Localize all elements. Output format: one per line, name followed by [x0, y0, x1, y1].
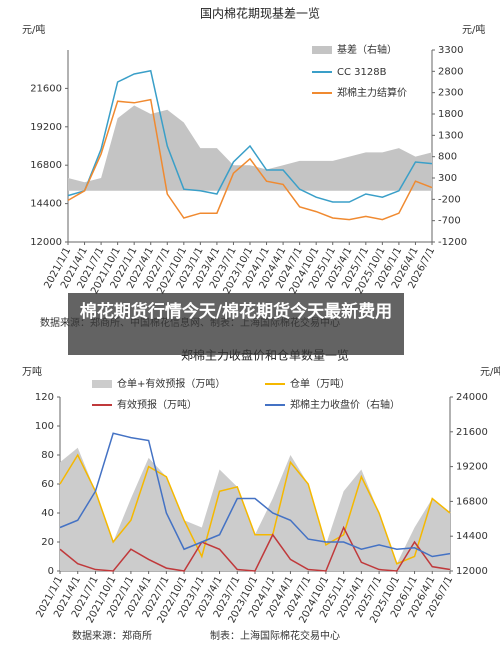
y2-tick-label: 19200: [456, 462, 488, 473]
y2-axis-label: 元/吨: [462, 23, 485, 36]
y2-tick-label: 1300: [438, 130, 463, 141]
legend-label: 有效预报（万吨）: [117, 398, 197, 411]
y2-tick-label: 24000: [456, 392, 488, 403]
y2-axis-label: 元/吨: [480, 365, 500, 378]
y-axis-label: 万吨: [22, 365, 42, 378]
y-tick-label: 21600: [30, 83, 62, 94]
legend-label: 郑棉主力收盘价（右轴）: [290, 398, 400, 411]
y2-tick-label: -200: [438, 194, 461, 205]
y2-tick-label: -700: [438, 216, 461, 227]
line: [59, 453, 451, 565]
y2-tick-label: 800: [438, 152, 457, 163]
legend-label: 基差（右轴）: [337, 43, 397, 56]
source-note: 数据来源：郑商所: [72, 629, 152, 642]
y2-tick-label: 2300: [438, 88, 463, 99]
legend-label: CC 3128B: [337, 67, 387, 78]
y2-tick-label: 1800: [438, 109, 463, 120]
area: [68, 105, 432, 191]
y-tick-label: 19200: [30, 122, 62, 133]
legend-swatch: [312, 46, 332, 54]
y-tick-label: 100: [35, 421, 54, 432]
source-note: 制表：上海国际棉花交易中心: [210, 629, 340, 642]
y2-tick-label: -1200: [438, 237, 467, 248]
y2-tick-label: 14400: [456, 531, 488, 542]
legend-label: 仓单+有效预报（万吨）: [117, 377, 225, 390]
y2-tick-label: 2800: [438, 66, 463, 77]
line: [59, 525, 451, 572]
y-tick-label: 40: [41, 508, 54, 519]
y2-tick-label: 3300: [438, 45, 463, 56]
y-tick-label: 120: [35, 392, 54, 403]
y-axis-label: 元/吨: [22, 23, 45, 36]
line: [67, 98, 433, 221]
banner: 棉花期货行情今天/棉花期货今天最新费用: [68, 293, 404, 355]
chart-title: 国内棉花期现基差一览: [200, 6, 320, 21]
y-tick-label: 16800: [30, 160, 62, 171]
line: [59, 432, 451, 558]
y-tick-label: 14400: [30, 199, 62, 210]
y2-tick-label: 16800: [456, 496, 488, 507]
legend-label: 仓单（万吨）: [290, 377, 350, 390]
y-tick-label: 0: [48, 566, 54, 577]
line: [67, 69, 433, 203]
y-tick-label: 80: [41, 450, 54, 461]
y-tick-label: 60: [41, 479, 54, 490]
legend-swatch: [92, 380, 112, 388]
y2-tick-label: 12000: [456, 566, 488, 577]
y-tick-label: 12000: [30, 237, 62, 248]
area: [60, 447, 450, 571]
y-tick-label: 20: [41, 537, 54, 548]
legend-label: 郑棉主力结算价: [337, 86, 407, 99]
y2-tick-label: 21600: [456, 427, 488, 438]
y2-tick-label: 300: [438, 173, 457, 184]
